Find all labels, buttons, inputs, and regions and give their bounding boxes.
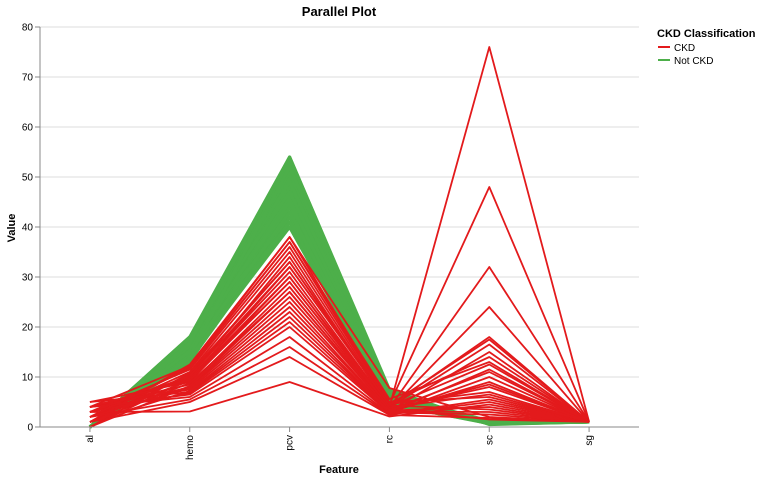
x-tick-label: sg [584,435,595,446]
y-tick-label: 50 [22,173,34,184]
series-not-ckd [88,155,590,429]
chart-title: Parallel Plot [302,4,377,19]
gridlines [40,26,639,428]
series-line [89,276,590,428]
y-tick-label: 60 [22,123,34,134]
legend-label: CKD [674,43,695,54]
y-tick-label: 20 [22,323,34,334]
x-tick-label: pcv [285,435,296,451]
legend: CKD Classification CKD Not CKD [657,28,756,67]
y-axis-title: Value [6,214,18,243]
series-line [88,225,590,429]
series-line [89,286,590,423]
y-tick-label: 30 [22,273,34,284]
series-ckd [89,46,590,428]
series-line [89,311,590,423]
x-tick-label: rc [384,435,395,443]
x-tick-label: hemo [185,435,196,460]
series-line [89,266,590,423]
x-axis: al hemo pcv rc sc sg [40,426,639,460]
y-axis: 0 10 20 30 40 50 60 70 80 [22,23,41,434]
series-line [89,281,590,423]
series-line [89,251,590,423]
series-line [89,381,590,423]
series-line [89,356,590,423]
series-line [89,346,590,423]
y-tick-label: 80 [22,23,34,34]
legend-label: Not CKD [674,56,713,67]
x-tick-label: sc [484,435,495,445]
y-tick-label: 10 [22,373,34,384]
series-layer [88,46,590,429]
x-tick-label: al [85,435,96,443]
series-line [89,241,590,423]
legend-title: CKD Classification [657,28,756,40]
series-line [89,296,590,423]
y-tick-label: 40 [22,223,34,234]
series-line [89,291,590,428]
series-line [89,336,590,423]
y-tick-label: 70 [22,73,34,84]
x-axis-title: Feature [319,464,359,476]
y-tick-label: 0 [27,423,33,434]
